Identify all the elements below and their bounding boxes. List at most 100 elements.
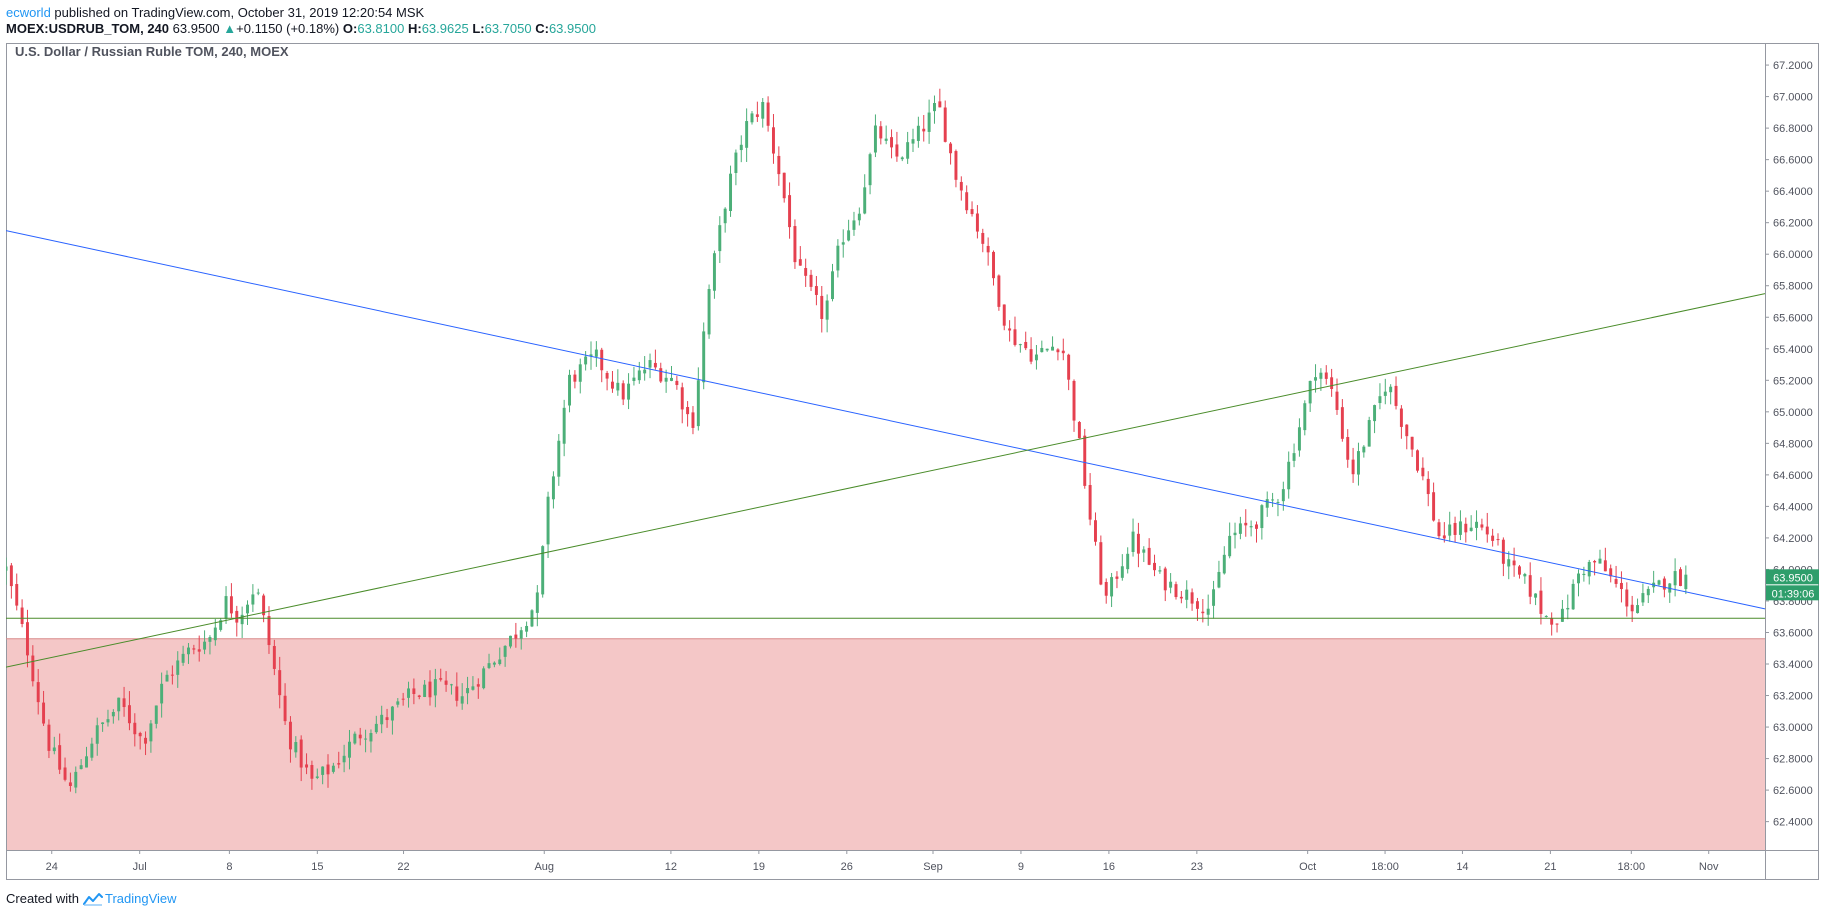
candle-body	[1260, 505, 1264, 529]
candle-body	[476, 684, 480, 687]
candle-body	[9, 565, 13, 587]
candle-body	[1195, 601, 1199, 609]
candle-body	[761, 102, 765, 119]
candle-body	[412, 688, 416, 695]
candle-body	[943, 107, 947, 142]
candle-body	[600, 349, 604, 371]
candle-body	[680, 387, 684, 410]
candle-body	[444, 680, 448, 685]
candle-body	[535, 592, 539, 613]
candle-body	[449, 684, 453, 686]
candle-body	[1491, 535, 1495, 541]
candle-body	[492, 662, 496, 665]
candle-body	[1034, 354, 1038, 361]
time-tick-label: Sep	[923, 861, 943, 873]
candle-body	[831, 271, 834, 300]
candle-body	[52, 747, 56, 752]
tradingview-link[interactable]: TradingView	[82, 890, 177, 907]
candle-body	[664, 377, 668, 382]
time-tick-label: 21	[1544, 861, 1556, 873]
candle-body	[144, 737, 148, 744]
chart-frame[interactable]: 67.2000 67.0000 66.8000 66.6000 66.4000 66.20…	[4, 43, 1819, 880]
candle-body	[122, 698, 126, 708]
candle-body	[809, 274, 813, 287]
candle-body	[718, 225, 722, 252]
candle-body	[1416, 450, 1419, 471]
candle-body	[1056, 349, 1060, 353]
candle-body	[771, 127, 775, 154]
candle-body	[1238, 523, 1242, 534]
countdown-tag-label: 01:39:06	[1772, 588, 1815, 600]
time-tick-label: 9	[1018, 861, 1024, 873]
trendlines-layer	[5, 230, 1766, 668]
candle-body	[1539, 590, 1543, 614]
candle-body	[1577, 573, 1580, 584]
candlestick-chart[interactable]: 67.2000 67.0000 66.8000 66.6000 66.4000 66.20…	[4, 43, 1819, 880]
time-tick-label: Nov	[1699, 861, 1719, 873]
candle-body	[1335, 391, 1339, 410]
candle-body	[160, 683, 164, 704]
candle-body	[890, 137, 894, 148]
time-axis[interactable]: 24 Jul 8 15 22 Aug 12 19 26 Sep 9 16 23 Oct 18:00 14 21 1…	[46, 850, 1719, 873]
candle-body	[1657, 580, 1661, 585]
blue-trendline	[5, 230, 1766, 610]
candle-body	[1432, 492, 1436, 521]
price-tick-label: 65.6000	[1773, 312, 1813, 324]
candle-body	[246, 604, 249, 614]
candle-body	[1448, 524, 1452, 536]
candle-body	[1088, 485, 1092, 520]
candle-body	[1609, 568, 1613, 577]
candle-body	[1673, 571, 1677, 586]
candle-body	[1126, 553, 1130, 570]
open-value: 63.8100	[357, 21, 405, 36]
candle-body	[509, 635, 512, 647]
price-tick-label: 63.2000	[1773, 691, 1813, 703]
price-tick-label: 65.4000	[1773, 344, 1813, 356]
candle-body	[310, 765, 314, 779]
candle-body	[294, 742, 298, 753]
candle-body	[1619, 582, 1623, 590]
candle-body	[1222, 554, 1226, 574]
candle-body	[1426, 478, 1430, 495]
candle-body	[1051, 346, 1055, 351]
support-zone-layer	[6, 638, 1765, 850]
candle-body	[616, 382, 620, 391]
candle-body	[777, 155, 781, 175]
footer: Created with TradingView	[6, 890, 177, 907]
price-tick-label: 66.4000	[1773, 186, 1813, 198]
candle-body	[1534, 593, 1538, 598]
price-axis[interactable]: 67.2000 67.0000 66.8000 66.6000 66.4000 66.20…	[1765, 60, 1813, 829]
green-trendline	[5, 293, 1766, 668]
candle-body	[1485, 526, 1489, 535]
candle-body	[42, 702, 46, 724]
candle-body	[1303, 403, 1307, 431]
tradingview-brand: TradingView	[104, 891, 177, 906]
author-link[interactable]: ecworld	[6, 5, 51, 20]
candle-body	[229, 596, 233, 614]
candle-body	[653, 362, 657, 368]
candle-body	[981, 232, 985, 244]
low-value: 63.7050	[484, 21, 532, 36]
candle-body	[707, 289, 711, 335]
candle-body	[578, 364, 582, 382]
candle-body	[1110, 577, 1114, 597]
candle-body	[353, 733, 357, 744]
candle-body	[1566, 607, 1570, 610]
candle-body	[149, 723, 153, 742]
candle-body	[1373, 405, 1377, 422]
candle-body	[1308, 380, 1312, 404]
candle-body	[1217, 571, 1221, 588]
published-text: published on TradingView.com, October 31…	[50, 5, 425, 20]
candle-body	[1040, 347, 1044, 353]
candle-body	[1115, 576, 1119, 579]
price-tick-label: 63.6000	[1773, 627, 1813, 639]
candle-body	[390, 706, 394, 721]
candle-body	[1641, 593, 1645, 603]
candle-body	[219, 620, 223, 630]
candle-body	[873, 125, 877, 153]
candle-body	[401, 698, 405, 700]
candle-body	[47, 724, 51, 751]
candle-body	[852, 220, 856, 230]
candle-body	[782, 172, 786, 199]
candle-body	[288, 721, 292, 750]
